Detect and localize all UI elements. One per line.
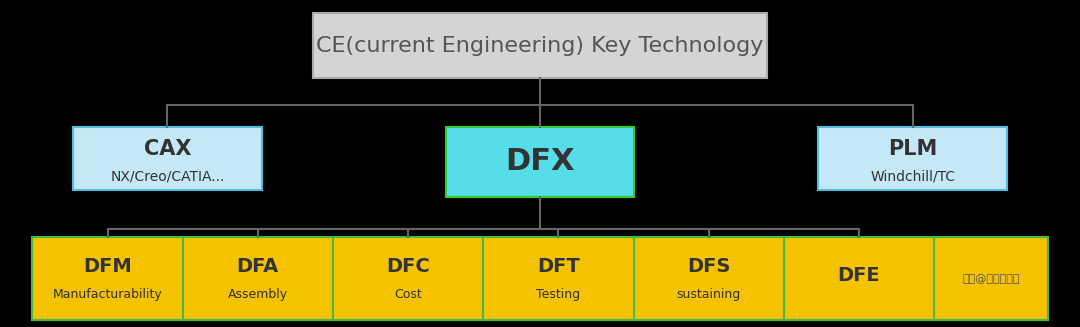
Text: Assembly: Assembly (228, 288, 288, 301)
Text: CAX: CAX (144, 139, 191, 159)
Text: DFC: DFC (387, 257, 430, 276)
FancyBboxPatch shape (183, 237, 333, 320)
Text: NX/Creo/CATIA...: NX/Creo/CATIA... (110, 170, 225, 183)
Text: 头条@数字化企业: 头条@数字化企业 (962, 274, 1020, 284)
FancyBboxPatch shape (784, 237, 934, 320)
Text: DFA: DFA (237, 257, 279, 276)
FancyBboxPatch shape (73, 127, 261, 190)
FancyBboxPatch shape (313, 13, 767, 78)
Text: sustaining: sustaining (677, 288, 741, 301)
Text: DFT: DFT (537, 257, 580, 276)
Text: Manufacturability: Manufacturability (53, 288, 162, 301)
FancyBboxPatch shape (634, 237, 784, 320)
Text: DFS: DFS (687, 257, 730, 276)
FancyBboxPatch shape (32, 237, 183, 320)
Text: CE(current Engineering) Key Technology: CE(current Engineering) Key Technology (316, 36, 764, 56)
Text: Cost: Cost (394, 288, 422, 301)
FancyBboxPatch shape (333, 237, 484, 320)
FancyBboxPatch shape (819, 127, 1007, 190)
Text: DFX: DFX (505, 147, 575, 176)
FancyBboxPatch shape (484, 237, 634, 320)
FancyBboxPatch shape (446, 127, 634, 197)
Text: Testing: Testing (537, 288, 581, 301)
Text: PLM: PLM (888, 139, 937, 159)
Text: Windchill/TC: Windchill/TC (870, 170, 955, 183)
Text: DFM: DFM (83, 257, 132, 276)
Text: DFE: DFE (838, 266, 880, 285)
FancyBboxPatch shape (934, 237, 1048, 320)
